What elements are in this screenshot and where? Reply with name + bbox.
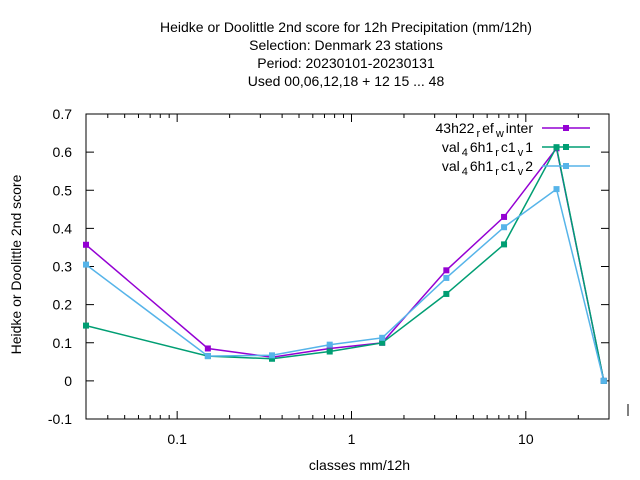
series-line <box>85 187 605 382</box>
legend-label: val 4 6h1 r c1 v 2 <box>442 158 533 178</box>
data-point <box>443 274 450 281</box>
series-line <box>85 146 605 382</box>
data-point <box>269 355 276 362</box>
data-point <box>501 224 508 231</box>
x-axis: 0.1 1 10 <box>85 114 629 447</box>
data-point <box>326 345 333 352</box>
data-point <box>83 241 89 248</box>
y-tick-label: 0.5 <box>53 182 73 198</box>
data-point <box>443 267 450 274</box>
series-2 <box>83 144 607 384</box>
title-line-3: Period: 20230101-20230131 <box>257 55 435 71</box>
data-point <box>553 186 560 193</box>
data-point <box>83 261 89 268</box>
legend-marker <box>563 144 569 150</box>
data-point <box>379 334 386 341</box>
data-point <box>204 345 211 352</box>
data-point <box>600 377 607 384</box>
legend-marker <box>563 125 569 131</box>
title-line-2: Selection: Denmark 23 stations <box>249 37 443 53</box>
chart-title: Heidke or Doolittle 2nd score for 12h Pr… <box>160 19 532 89</box>
x-tick-label: 0.1 <box>167 431 187 447</box>
data-point <box>326 341 333 348</box>
x-tick-label: 1 <box>348 431 356 447</box>
title-line-4: Used 00,06,12,18 + 12 15 ... 48 <box>248 73 445 89</box>
y-tick-label: 0.3 <box>53 259 73 275</box>
y-tick-label: -0.1 <box>48 411 72 427</box>
data-series <box>83 144 607 384</box>
legend-marker <box>563 163 569 169</box>
data-point <box>269 352 276 359</box>
data-point <box>379 339 386 346</box>
series-line <box>85 145 605 382</box>
y-tick-label: 0 <box>64 373 72 389</box>
y-tick-label: 0.4 <box>53 220 73 236</box>
series-3 <box>83 186 607 384</box>
data-point <box>501 213 508 220</box>
data-point <box>83 322 89 329</box>
y-tick-label: 0.2 <box>53 297 73 313</box>
x-tick-label: 10 <box>518 431 534 447</box>
data-point <box>326 348 333 355</box>
y-axis-label: Heidke or Doolittle 2nd score <box>8 174 24 354</box>
data-point <box>501 241 508 248</box>
legend-item-2: val 4 6h1 r c1 v 1 <box>442 139 590 159</box>
data-point <box>443 290 450 297</box>
legend-item-3: val 4 6h1 r c1 v 2 <box>442 158 590 178</box>
legend-label: 43h22 r ef w inter <box>436 120 534 140</box>
y-tick-label: 0.6 <box>53 144 73 160</box>
series-1 <box>83 145 607 384</box>
legend-item-1: 43h22 r ef w inter <box>436 120 590 140</box>
y-axis: -0.1 0 0.1 0.2 0.3 0.4 0.5 0.6 0.7 <box>48 106 609 427</box>
data-point <box>204 353 211 360</box>
y-tick-label: 0.1 <box>53 335 73 351</box>
y-tick-label: 0.7 <box>53 106 73 122</box>
legend-label: val 4 6h1 r c1 v 1 <box>442 139 533 159</box>
title-line-1: Heidke or Doolittle 2nd score for 12h Pr… <box>160 19 532 35</box>
x-axis-label: classes mm/12h <box>309 457 410 473</box>
